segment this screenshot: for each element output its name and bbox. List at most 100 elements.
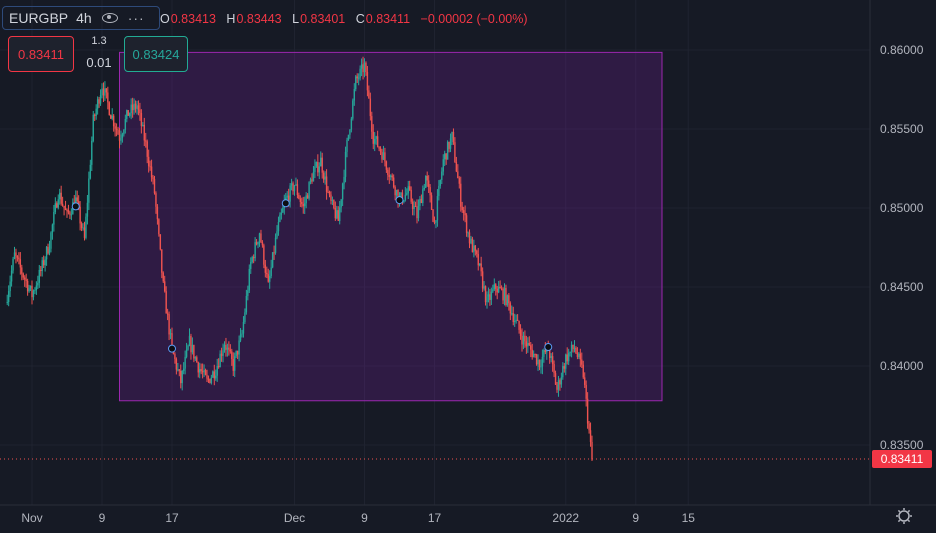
candle-body bbox=[270, 267, 272, 277]
candle-body bbox=[236, 350, 239, 355]
candle-body bbox=[430, 195, 433, 210]
candle-body bbox=[298, 194, 300, 199]
candle-body bbox=[264, 264, 267, 273]
candle-body bbox=[449, 138, 452, 149]
more-dots-icon[interactable]: ··· bbox=[127, 10, 145, 26]
candle-body bbox=[490, 291, 493, 300]
candle-body bbox=[538, 359, 541, 368]
candle-body bbox=[363, 62, 366, 73]
candle-body bbox=[238, 340, 240, 355]
candle-body bbox=[276, 231, 278, 238]
candle-body bbox=[232, 359, 234, 371]
candle-body bbox=[444, 153, 446, 160]
candle-body bbox=[155, 193, 157, 207]
candle-body bbox=[54, 203, 57, 213]
candle-body bbox=[37, 282, 39, 286]
candle-body bbox=[156, 206, 159, 220]
candle-body bbox=[112, 115, 115, 127]
candle-body bbox=[387, 169, 389, 175]
candle-body bbox=[464, 213, 466, 216]
candle-body bbox=[51, 224, 54, 233]
candle-body bbox=[257, 241, 259, 245]
candle-body bbox=[143, 124, 145, 141]
candle-body bbox=[222, 350, 224, 356]
candle-body bbox=[582, 364, 584, 378]
sell-button[interactable]: 0.83411 bbox=[8, 36, 74, 72]
event-marker bbox=[395, 196, 404, 205]
candle-body bbox=[248, 268, 250, 291]
candle-body bbox=[193, 344, 195, 359]
candle-body bbox=[365, 62, 367, 73]
candle-body bbox=[324, 176, 326, 180]
candle-body bbox=[471, 238, 474, 253]
candle-body bbox=[229, 349, 232, 352]
candle-body bbox=[416, 206, 418, 219]
candle-body bbox=[92, 114, 94, 141]
candle-body bbox=[266, 272, 268, 275]
candle-body bbox=[139, 109, 141, 113]
candle-body bbox=[509, 303, 512, 314]
last-price-tag bbox=[872, 450, 932, 469]
candle-body bbox=[496, 288, 498, 293]
candle-body bbox=[175, 359, 178, 370]
candle-body bbox=[247, 290, 249, 296]
candle-body bbox=[140, 112, 143, 126]
candle-body bbox=[287, 195, 290, 202]
candle-body bbox=[427, 180, 430, 188]
candle-body bbox=[10, 270, 13, 282]
candle-body bbox=[372, 131, 374, 144]
candle-body bbox=[528, 343, 530, 346]
candle-body bbox=[500, 288, 503, 290]
candle-body bbox=[470, 238, 472, 244]
candle-body bbox=[19, 259, 22, 268]
candle-body bbox=[171, 333, 173, 347]
candle-body bbox=[508, 295, 510, 304]
candle-body bbox=[439, 179, 442, 186]
high-value: 0.83443 bbox=[236, 12, 282, 26]
candle-body bbox=[578, 353, 580, 357]
candle-body bbox=[215, 375, 217, 379]
candle-body bbox=[187, 345, 189, 350]
candle-body bbox=[423, 187, 425, 190]
candle-body bbox=[166, 313, 169, 315]
candle-body bbox=[392, 177, 395, 188]
candle-body bbox=[67, 210, 70, 213]
candle-body bbox=[295, 184, 297, 186]
candle-body bbox=[497, 286, 500, 293]
settings-gear-icon[interactable] bbox=[896, 508, 912, 524]
candle-body bbox=[384, 152, 386, 162]
candle-body bbox=[550, 356, 552, 358]
quantity-value[interactable]: 1.3 bbox=[91, 35, 107, 47]
candle-body bbox=[457, 171, 459, 179]
candle-body bbox=[514, 320, 516, 322]
candle-body bbox=[228, 347, 230, 350]
candle-body bbox=[425, 175, 427, 188]
candle-body bbox=[59, 192, 61, 200]
candle-body bbox=[445, 153, 447, 160]
candle-body bbox=[511, 313, 513, 315]
candle-body bbox=[24, 277, 26, 280]
candle-body bbox=[302, 203, 304, 207]
candle-body bbox=[126, 110, 128, 120]
candle-body bbox=[540, 366, 542, 368]
candle-body bbox=[105, 88, 108, 93]
candle-body bbox=[369, 98, 372, 117]
candle-body bbox=[204, 369, 207, 375]
eye-icon[interactable] bbox=[101, 13, 118, 23]
symbol-legend[interactable]: EURGBP 4h ··· bbox=[2, 6, 160, 30]
candle-body bbox=[515, 319, 517, 321]
candle-body bbox=[484, 286, 487, 303]
candle-body bbox=[570, 344, 573, 352]
x-tick-label: Dec bbox=[284, 511, 305, 525]
buy-button[interactable]: 0.83424 bbox=[124, 36, 188, 72]
candle-body bbox=[483, 286, 485, 289]
candle-body bbox=[461, 206, 463, 211]
candle-body bbox=[178, 369, 180, 371]
candle-body bbox=[34, 290, 36, 292]
candle-body bbox=[585, 384, 587, 399]
candle-body bbox=[107, 92, 109, 103]
candle-body bbox=[366, 72, 369, 91]
candle-body bbox=[404, 194, 407, 201]
